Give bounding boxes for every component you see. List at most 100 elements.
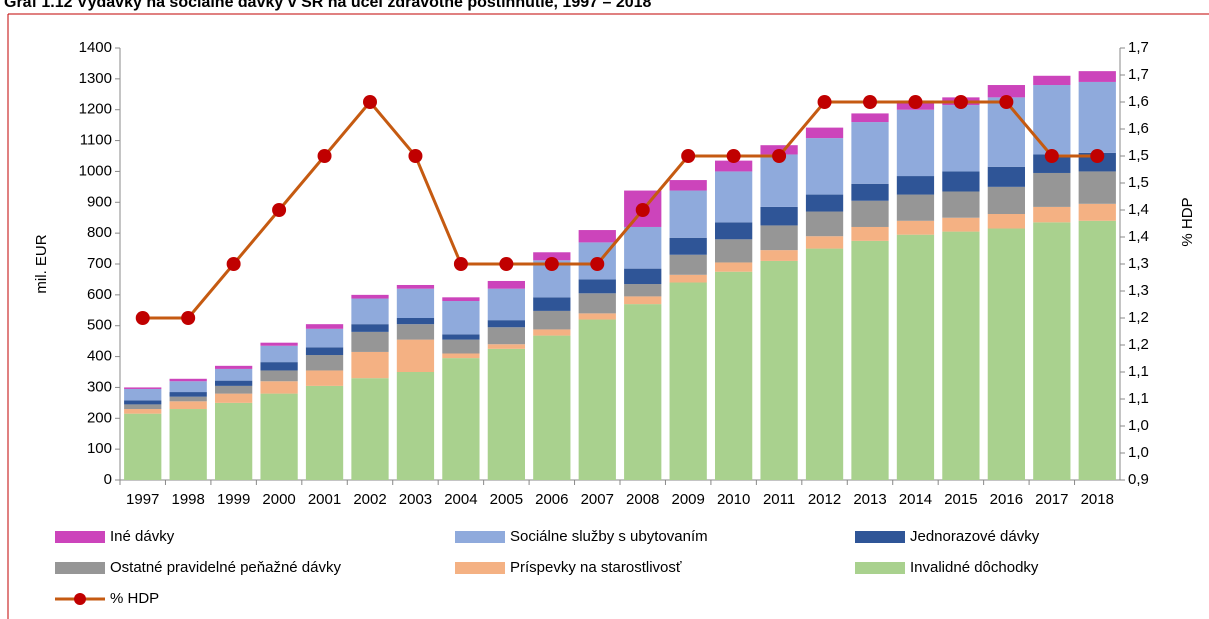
line-marker [135, 311, 150, 325]
bar-segment [533, 335, 571, 480]
x-tick-label: 2011 [763, 491, 795, 508]
line-marker [181, 311, 196, 325]
bar-segment [805, 248, 844, 480]
bar-segment [715, 239, 753, 263]
y2-tick-label: 1,3 [1128, 255, 1149, 272]
legend-swatch [55, 531, 105, 543]
bar-segment [396, 318, 435, 325]
bar-segment [578, 293, 616, 314]
bar-segment [896, 220, 935, 235]
line-marker [999, 95, 1014, 109]
bar-segment [124, 404, 162, 410]
x-tick-label: 2013 [853, 491, 886, 508]
y-tick-label: 200 [87, 409, 112, 426]
bar-segment [715, 271, 753, 480]
bar-segment [260, 345, 298, 363]
bar-segment [624, 226, 662, 269]
bar-segment [215, 385, 253, 394]
bar-segment [987, 166, 1025, 187]
y-tick-label: 700 [87, 255, 112, 272]
bar-segment [305, 347, 344, 356]
y2-tick-label: 1,2 [1128, 309, 1149, 326]
y2-tick-label: 1,2 [1128, 336, 1149, 353]
bar-segment [942, 191, 980, 218]
bar-segment [715, 222, 753, 240]
bar-segment [805, 211, 844, 237]
x-tick-label: 2004 [444, 491, 477, 508]
line-marker [908, 95, 923, 109]
y2-tick-label: 1,0 [1128, 417, 1149, 434]
bar-segment [1078, 220, 1116, 481]
y-tick-label: 800 [87, 224, 112, 241]
bar-segment [851, 122, 889, 184]
bar-segment [215, 380, 253, 386]
x-tick-label: 2006 [535, 491, 568, 508]
bar-segment [487, 280, 525, 289]
bar-segment [305, 370, 344, 386]
bar-segment [487, 348, 525, 480]
bar-segment [669, 237, 707, 255]
bar-segment [305, 328, 344, 348]
bar-segment [715, 262, 753, 272]
y-tick-label: 400 [87, 348, 112, 365]
x-tick-label: 2003 [399, 491, 432, 508]
bar-segment [124, 413, 162, 480]
bar-segment [851, 240, 889, 480]
x-tick-label: 1998 [171, 491, 204, 508]
line-marker [363, 95, 377, 109]
bar-segment [260, 370, 298, 382]
bar-segment [169, 401, 207, 410]
line-marker [226, 257, 241, 271]
y2-tick-label: 1,5 [1128, 174, 1149, 191]
bar-segment [987, 214, 1025, 229]
bar-segment [396, 372, 435, 480]
x-tick-label: 1997 [126, 491, 159, 508]
legend-swatch [855, 531, 905, 543]
y2-tick-label: 1,5 [1128, 147, 1149, 164]
y2-tick-label: 1,1 [1128, 363, 1149, 380]
legend-swatch [455, 531, 505, 543]
y2-axis-title: % HDP [1179, 197, 1196, 246]
y-tick-label: 1400 [79, 39, 112, 56]
bar-segment [1033, 206, 1071, 223]
legend-swatch [55, 562, 105, 574]
bar-segment [305, 324, 344, 329]
bar-segment [578, 279, 616, 294]
bar-segment [215, 368, 253, 381]
legend-label: Príspevky na starostlivosť [510, 559, 682, 576]
x-tick-label: 1999 [217, 491, 250, 508]
bar-segment [624, 268, 662, 285]
y-tick-label: 600 [87, 286, 112, 303]
bar-segment [487, 320, 525, 328]
line-marker [408, 149, 423, 163]
bar-segment [624, 284, 662, 297]
bar-segment [624, 304, 662, 480]
legend-label: Ostatné pravidelné peňažné dávky [110, 559, 341, 576]
legend-label: Jednorazové dávky [910, 528, 1040, 545]
line-marker [453, 257, 468, 271]
bar-segment [715, 160, 753, 172]
bar-segment [851, 183, 889, 201]
y-tick-label: 1100 [80, 132, 112, 149]
bar-segment [1078, 71, 1116, 82]
bar-segment [124, 400, 162, 405]
bar-segment [260, 381, 298, 394]
x-tick-label: 2017 [1035, 491, 1068, 508]
bar-segment [351, 294, 389, 299]
bar-segment [1078, 171, 1116, 204]
bar-segment [351, 378, 389, 480]
bar-segment [442, 353, 480, 359]
bar-segment [1078, 203, 1116, 221]
bar-segment [169, 381, 207, 393]
x-tick-label: 2007 [581, 491, 614, 508]
legend-swatch [855, 562, 905, 574]
bar-segment [124, 409, 162, 414]
x-tick-label: 2016 [990, 491, 1023, 508]
bar-segment [896, 109, 935, 177]
y-tick-label: 1000 [79, 162, 112, 179]
y2-tick-label: 1,7 [1128, 39, 1149, 56]
bar-segment [533, 297, 571, 311]
legend-label: Iné dávky [110, 528, 175, 545]
line-marker [1044, 149, 1059, 163]
